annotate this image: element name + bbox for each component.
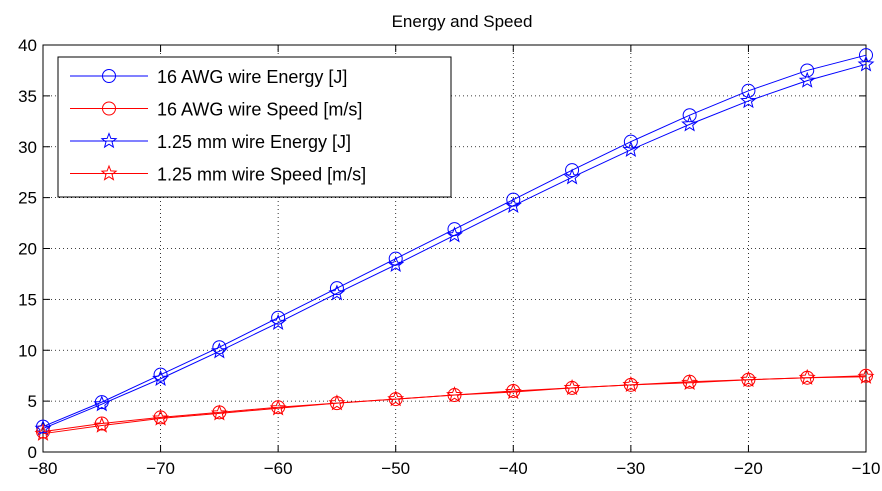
y-tick-label: 10 (18, 341, 37, 360)
data-point (859, 48, 873, 63)
data-point (798, 368, 816, 385)
y-tick-label: 5 (28, 392, 37, 411)
series-line (42, 54, 867, 428)
data-point (681, 115, 699, 132)
chart-title: Energy and Speed (392, 12, 533, 31)
data-point (623, 134, 638, 149)
data-point (269, 399, 287, 416)
data-point (739, 370, 757, 387)
data-point (328, 284, 346, 301)
x-tick-label: −40 (499, 459, 528, 478)
data-point (504, 383, 522, 400)
plot-area: −80 −70 −60 −50 −40 −30 −20 −10 0 5 10 15 20 25 30 35 40… (18, 36, 880, 478)
x-tick-label: −10 (852, 459, 881, 478)
data-point (682, 108, 697, 123)
y-tick-label: 15 (18, 290, 37, 309)
y-tick-label: 20 (18, 240, 37, 259)
data-point (34, 419, 52, 436)
data-point (152, 409, 170, 426)
legend-marker (100, 164, 118, 181)
data-point (93, 416, 111, 433)
data-point (857, 55, 875, 72)
legend-marker (100, 132, 118, 149)
data-point (387, 390, 405, 407)
data-point (563, 168, 581, 185)
series-line (42, 63, 867, 430)
x-tick-label: −50 (381, 459, 410, 478)
data-point (328, 394, 346, 411)
series-3 (34, 55, 875, 436)
data-point (504, 196, 522, 213)
data-point (446, 226, 463, 243)
legend: 16 AWG wire Energy [J] 16 AWG wire Speed … (57, 56, 452, 198)
y-tick-label: 30 (18, 138, 37, 157)
data-point (446, 386, 463, 403)
data-point (622, 140, 640, 158)
series-1 (36, 48, 873, 434)
y-tick-label: 40 (18, 36, 37, 55)
data-point (271, 310, 286, 325)
x-tick-label: −30 (616, 459, 645, 478)
data-point (681, 373, 699, 391)
series-line (42, 376, 867, 435)
data-point (798, 71, 816, 88)
data-point (212, 340, 227, 355)
data-point (34, 424, 52, 441)
legend-marker (102, 101, 116, 116)
x-tick-label: −20 (734, 459, 763, 478)
data-point (741, 83, 756, 98)
data-point (563, 379, 581, 396)
data-point (622, 375, 640, 393)
data-point (152, 369, 170, 386)
x-tick-label: −60 (264, 459, 293, 478)
series-4 (34, 367, 875, 441)
legend-marker (102, 69, 116, 83)
data-point (329, 281, 344, 296)
data-point (739, 92, 757, 109)
legend-label: 16 AWG wire Speed [m/s] (157, 100, 362, 120)
data-point (387, 255, 405, 272)
legend-label: 1.25 mm wire Speed [m/s] (157, 165, 366, 185)
legend-label: 1.25 mm wire Energy [J] (157, 132, 351, 152)
data-point (269, 313, 287, 330)
data-point (210, 342, 228, 359)
y-tick-label: 25 (18, 189, 37, 208)
data-point (565, 163, 580, 178)
legend-label: 16 AWG wire Energy [J] (157, 67, 347, 87)
data-point (153, 367, 168, 382)
y-tick-label: 35 (18, 87, 37, 106)
data-point (800, 63, 815, 78)
data-point (93, 395, 111, 412)
data-point (210, 404, 228, 421)
y-tick-label: 0 (28, 443, 37, 462)
data-point (857, 367, 875, 384)
x-tick-label: −70 (146, 459, 175, 478)
x-tick-label: −80 (29, 459, 58, 478)
